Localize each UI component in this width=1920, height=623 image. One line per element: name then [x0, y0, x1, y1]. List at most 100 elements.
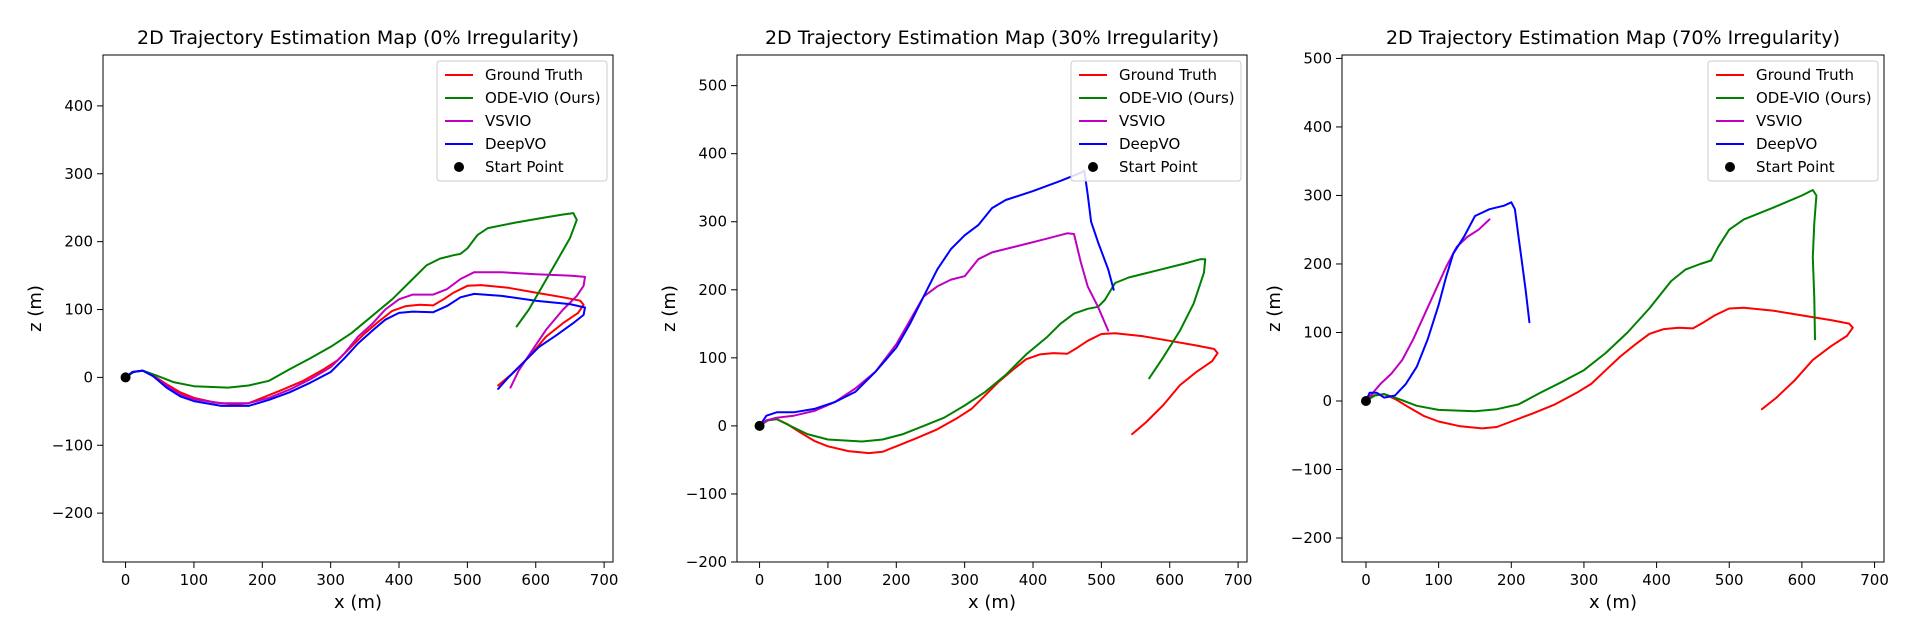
series-line-ground-truth: [124, 284, 585, 406]
legend-item: Ground Truth: [1079, 66, 1217, 84]
legend-item: DeepVO: [1079, 135, 1180, 153]
legend-label: DeepVO: [1119, 135, 1180, 153]
y-tick-label: 300: [1303, 186, 1332, 204]
x-tick-label: 100: [1424, 571, 1453, 589]
start-point-marker: [120, 372, 131, 383]
x-tick-label: 300: [316, 571, 345, 589]
series-line-ode-vio-ours: [124, 212, 578, 389]
legend-item: ODE-VIO (Ours): [1079, 89, 1235, 107]
legend-item: VSVIO: [445, 112, 531, 130]
x-tick-label: 100: [814, 571, 843, 589]
y-axis-label: z (m): [25, 285, 46, 332]
y-tick-label: 500: [698, 77, 727, 95]
y-tick-label: 100: [1303, 323, 1332, 341]
series-line-deepvo: [1365, 201, 1531, 402]
legend-item: Start Point: [454, 158, 564, 176]
legend-label: ODE-VIO (Ours): [485, 89, 601, 107]
y-tick-label: −100: [1291, 461, 1332, 479]
series-line-ode-vio-ours: [758, 258, 1207, 443]
series-line-vsvio: [1365, 218, 1491, 402]
legend-label: Start Point: [1756, 158, 1835, 176]
x-tick-label: 300: [950, 571, 979, 589]
series-group: [758, 169, 1219, 455]
series-group: [1365, 189, 1854, 430]
legend-marker-icon: [1088, 162, 1098, 172]
legend-marker-icon: [1725, 162, 1735, 172]
chart-title: 2D Trajectory Estimation Map (0% Irregul…: [137, 27, 579, 49]
chart-panel-2: 2D Trajectory Estimation Map (30% Irregu…: [659, 27, 1252, 613]
y-tick-label: 0: [1322, 392, 1332, 410]
x-tick-label: 500: [1715, 571, 1744, 589]
x-tick-label: 500: [453, 571, 482, 589]
legend-label: Ground Truth: [485, 66, 583, 84]
x-tick-label: 700: [1860, 571, 1889, 589]
x-tick-label: 400: [1019, 571, 1048, 589]
legend-item: ODE-VIO (Ours): [445, 89, 601, 107]
legend: Ground Truth ODE-VIO (Ours) VSVIO DeepVO Sta…: [1070, 60, 1242, 182]
y-axis-label: z (m): [659, 285, 680, 332]
x-tick-label: 100: [180, 571, 209, 589]
x-axis-label: x (m): [968, 592, 1016, 613]
series-line-vsvio: [124, 271, 586, 405]
x-tick-label: 200: [248, 571, 277, 589]
legend-item: DeepVO: [1716, 135, 1817, 153]
series-group: [124, 212, 586, 407]
x-tick-label: 0: [755, 571, 765, 589]
legend-item: Ground Truth: [445, 66, 583, 84]
legend: Ground Truth ODE-VIO (Ours) VSVIO DeepVO Sta…: [436, 60, 608, 182]
y-tick-label: 200: [64, 233, 93, 251]
y-tick-label: −100: [52, 436, 93, 454]
y-tick-label: 200: [1303, 255, 1332, 273]
y-tick-label: 400: [64, 97, 93, 115]
chart-panel-3: 2D Trajectory Estimation Map (70% Irregu…: [1264, 27, 1889, 613]
x-axis-label: x (m): [1589, 592, 1637, 613]
plot-frame: [102, 54, 614, 563]
x-tick-label: 700: [1224, 571, 1253, 589]
series-line-ground-truth: [1365, 306, 1854, 430]
y-tick-label: 300: [698, 213, 727, 231]
legend-item: Start Point: [1725, 158, 1835, 176]
legend-item: Start Point: [1088, 158, 1198, 176]
x-tick-label: 500: [1087, 571, 1116, 589]
y-tick-label: −200: [1291, 529, 1332, 547]
legend-item: VSVIO: [1079, 112, 1165, 130]
start-point-marker: [1360, 395, 1371, 406]
legend-label: VSVIO: [485, 112, 531, 130]
legend-label: VSVIO: [1756, 112, 1802, 130]
y-tick-label: −200: [686, 553, 727, 571]
y-tick-label: 300: [64, 165, 93, 183]
plot-frame: [736, 54, 1248, 563]
y-axis-label: z (m): [1264, 285, 1285, 332]
legend-label: DeepVO: [1756, 135, 1817, 153]
legend-label: Ground Truth: [1119, 66, 1217, 84]
legend-item: Ground Truth: [1716, 66, 1854, 84]
y-tick-label: −100: [686, 485, 727, 503]
series-line-deepvo: [124, 292, 586, 407]
series-line-deepvo: [758, 169, 1115, 427]
x-tick-label: 200: [882, 571, 911, 589]
legend-item: VSVIO: [1716, 112, 1802, 130]
y-tick-label: 100: [698, 349, 727, 367]
x-tick-label: 400: [1642, 571, 1671, 589]
y-tick-label: 0: [83, 368, 93, 386]
plot-frame: [1341, 54, 1885, 563]
x-tick-label: 700: [590, 571, 619, 589]
series-line-ground-truth: [758, 332, 1219, 455]
y-tick-label: 200: [698, 281, 727, 299]
series-line-ode-vio-ours: [1365, 189, 1818, 413]
x-tick-label: 0: [1361, 571, 1371, 589]
chart-title: 2D Trajectory Estimation Map (30% Irregu…: [765, 27, 1219, 49]
legend-label: ODE-VIO (Ours): [1756, 89, 1872, 107]
legend-label: Start Point: [485, 158, 564, 176]
x-tick-label: 200: [1497, 571, 1526, 589]
legend-label: Ground Truth: [1756, 66, 1854, 84]
y-tick-label: 0: [717, 417, 727, 435]
legend-box: [436, 60, 608, 182]
legend: Ground Truth ODE-VIO (Ours) VSVIO DeepVO Sta…: [1707, 60, 1879, 182]
y-tick-label: −200: [52, 504, 93, 522]
chart-title: 2D Trajectory Estimation Map (70% Irregu…: [1386, 27, 1840, 49]
y-tick-label: 500: [1303, 49, 1332, 67]
x-tick-label: 0: [121, 571, 131, 589]
legend-box: [1070, 60, 1242, 182]
